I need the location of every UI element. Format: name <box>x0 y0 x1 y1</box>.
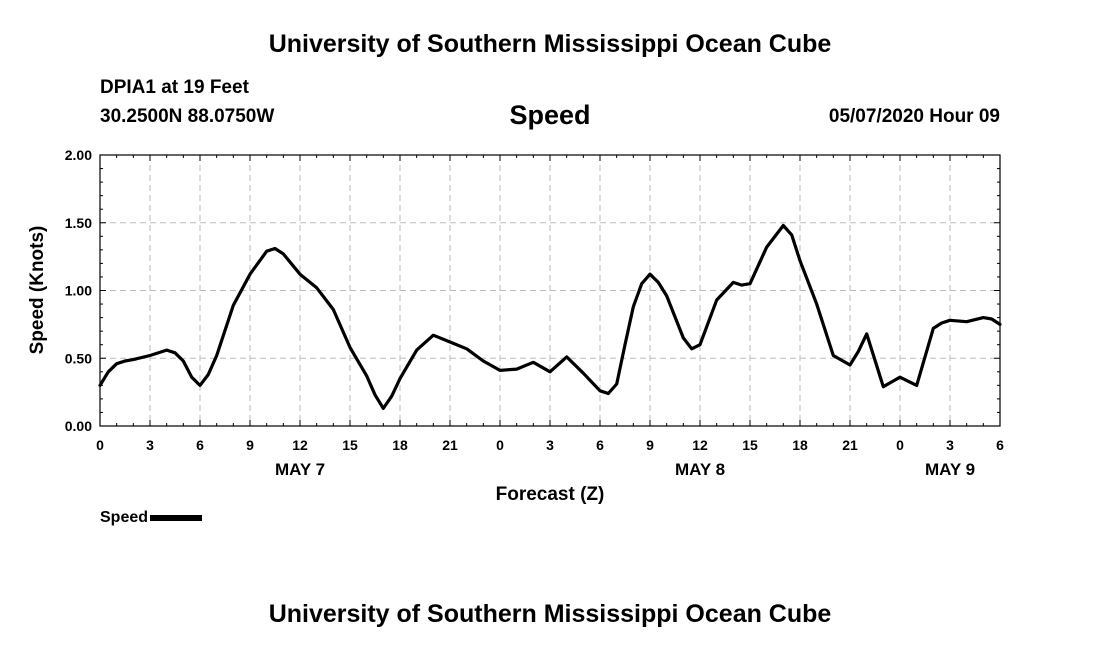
x-tick-label: 0 <box>896 437 904 453</box>
label-layer: 0 3 6 9 12 15 18 21 0 3 6 9 12 15 18 21 0 3 6 0.00 0.50 1.00 1… <box>65 147 1004 479</box>
station-name: DPIA1 at 19 Feet <box>100 77 249 98</box>
x-tick-label: 6 <box>996 437 1004 453</box>
x-tick-label: 12 <box>692 437 708 453</box>
x-tick-label: 3 <box>146 437 154 453</box>
station-coords: 30.2500N 88.0750W <box>100 106 275 127</box>
x-tick-label: 18 <box>392 437 408 453</box>
y-tick-label: 0.00 <box>65 418 92 434</box>
x-tick-label: 9 <box>646 437 654 453</box>
y-tick-label: 1.50 <box>65 215 92 231</box>
x-tick-label: 12 <box>292 437 308 453</box>
date-label: MAY 8 <box>675 460 725 479</box>
chart-title: Speed <box>509 100 591 130</box>
y-tick-label: 2.00 <box>65 147 92 163</box>
date-label: MAY 9 <box>925 460 975 479</box>
x-tick-label: 3 <box>546 437 554 453</box>
y-tick-label: 1.00 <box>65 283 92 299</box>
x-tick-label: 0 <box>496 437 504 453</box>
date-label: MAY 7 <box>275 460 325 479</box>
x-tick-label: 9 <box>246 437 254 453</box>
grid-layer <box>100 155 1000 426</box>
y-tick-label: 0.50 <box>65 350 92 366</box>
speed-series-line <box>98 223 1002 410</box>
x-axis-title: Forecast (Z) <box>496 484 605 505</box>
x-tick-label: 21 <box>842 437 858 453</box>
legend-line-swatch <box>150 515 203 521</box>
x-tick-label: 15 <box>742 437 758 453</box>
tick-layer <box>99 154 1001 427</box>
x-tick-label: 18 <box>792 437 808 453</box>
legend-label: Speed <box>100 509 149 526</box>
footer-title: University of Southern Mississippi Ocean… <box>268 600 832 628</box>
run-time: 05/07/2020 Hour 09 <box>828 106 1000 127</box>
x-tick-label: 15 <box>342 437 358 453</box>
series-layer <box>98 223 1002 410</box>
x-tick-label: 21 <box>442 437 458 453</box>
legend: Speed <box>100 509 203 527</box>
x-tick-label: 6 <box>596 437 604 453</box>
x-tick-label: 6 <box>196 437 204 453</box>
header-title: University of Southern Mississippi Ocean… <box>268 30 832 58</box>
x-tick-label: 3 <box>946 437 954 453</box>
x-tick-label: 0 <box>96 437 104 453</box>
y-axis-title: Speed (Knots) <box>27 226 48 355</box>
